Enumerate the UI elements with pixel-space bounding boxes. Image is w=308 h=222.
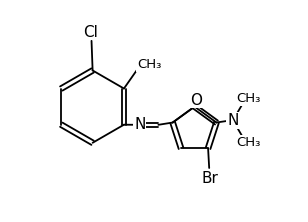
Text: CH₃: CH₃ bbox=[236, 92, 261, 105]
Text: Br: Br bbox=[202, 171, 219, 186]
Text: CH₃: CH₃ bbox=[137, 58, 161, 71]
Text: N: N bbox=[134, 117, 145, 132]
Text: Cl: Cl bbox=[83, 25, 98, 40]
Text: N: N bbox=[227, 113, 239, 128]
Text: O: O bbox=[190, 93, 202, 107]
Text: CH₃: CH₃ bbox=[236, 136, 261, 149]
